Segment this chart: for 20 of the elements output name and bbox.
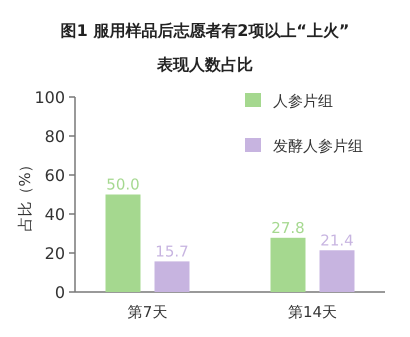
legend-label: 人参片组 (273, 92, 333, 110)
y-tick-label: 60 (44, 166, 65, 185)
x-tick-label: 第7天 (128, 303, 168, 321)
y-tick-label: 40 (44, 205, 65, 224)
y-tick-label: 100 (34, 88, 65, 107)
legend-label: 发酵人参片组 (273, 137, 363, 155)
y-tick-label: 0 (54, 283, 65, 302)
x-tick-label: 第14天 (288, 303, 338, 321)
data-label: 50.0 (106, 176, 140, 194)
bar (154, 261, 190, 292)
data-label: 15.7 (155, 242, 189, 260)
y-axis-title: 占比（%） (16, 157, 34, 232)
data-label: 27.8 (271, 218, 305, 237)
bar (106, 194, 140, 292)
y-tick-label: 80 (44, 127, 65, 146)
bar (270, 238, 306, 292)
data-label: 21.4 (320, 231, 354, 250)
y-tick-label: 20 (44, 244, 65, 263)
bar (320, 250, 354, 292)
title: 图1 服用样品后志愿者有2项以上“上火”表现人数占比 (60, 21, 350, 74)
